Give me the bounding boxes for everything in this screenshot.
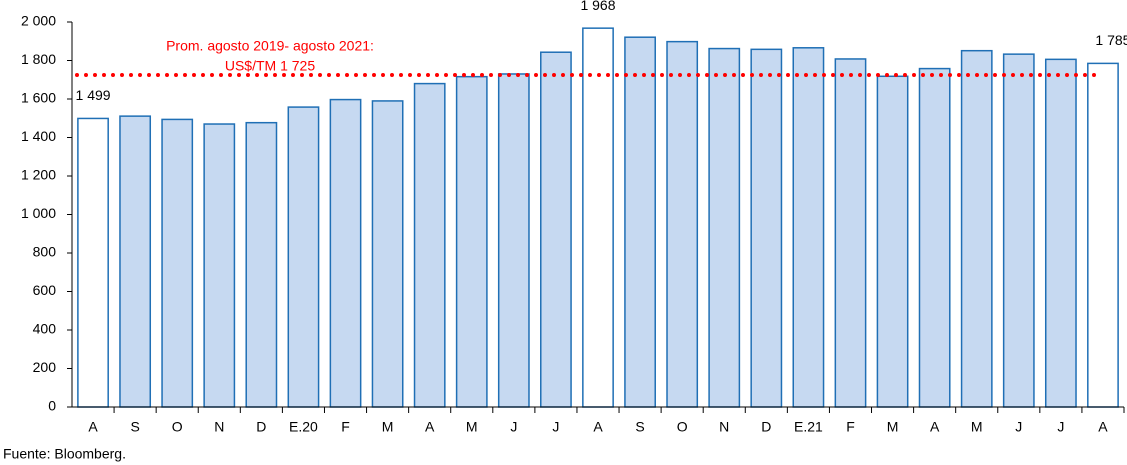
x-tick-label: D — [256, 419, 266, 435]
x-tick-label: N — [719, 419, 729, 435]
bar — [287, 106, 320, 408]
x-tick-label: S — [130, 419, 139, 435]
y-tick-label: 600 — [33, 282, 57, 298]
bar — [876, 75, 909, 408]
x-tick-label: F — [846, 419, 855, 435]
y-tick-label: 1 200 — [21, 167, 56, 183]
bar — [371, 100, 404, 408]
bar — [624, 36, 656, 408]
bar — [834, 58, 867, 408]
reference-label: US$/TM 1 725 — [225, 58, 315, 74]
bar — [329, 98, 362, 408]
x-tick-label: J — [1015, 419, 1022, 435]
bar — [582, 27, 614, 408]
y-tick-label: 1 000 — [21, 205, 56, 221]
x-tick-label: E.21 — [794, 419, 823, 435]
y-tick-label: 1 800 — [21, 51, 56, 67]
value-label: 1 499 — [76, 87, 111, 103]
x-tick-label: D — [761, 419, 771, 435]
x-tick-label: O — [172, 419, 183, 435]
x-tick-label: F — [341, 419, 350, 435]
x-tick-label: A — [1098, 419, 1108, 435]
bar — [497, 73, 530, 408]
y-tick-label: 800 — [33, 244, 57, 260]
bar — [161, 118, 194, 408]
bar — [792, 47, 825, 408]
bar — [540, 51, 572, 408]
bar — [960, 49, 993, 408]
y-tick-label: 1 400 — [21, 128, 56, 144]
bar — [666, 40, 699, 408]
bar — [413, 82, 446, 408]
bar — [750, 48, 783, 408]
y-tick-label: 200 — [33, 359, 57, 375]
x-tick-label: J — [1057, 419, 1064, 435]
reference-label: Prom. agosto 2019- agosto 2021: — [166, 38, 374, 54]
x-tick-label: A — [88, 419, 98, 435]
x-tick-label: J — [552, 419, 559, 435]
bar — [1002, 53, 1035, 408]
x-tick-label: O — [677, 419, 688, 435]
x-tick-label: S — [635, 419, 644, 435]
bar — [1087, 62, 1119, 408]
x-tick-label: A — [593, 419, 603, 435]
x-tick-label: A — [930, 419, 940, 435]
bar — [203, 123, 236, 408]
value-label: 1 968 — [580, 0, 615, 13]
source-note: Fuente: Bloomberg. — [3, 446, 126, 462]
bar — [77, 117, 109, 408]
bar — [1044, 58, 1077, 408]
x-tick-label: M — [887, 419, 899, 435]
y-tick-label: 400 — [33, 321, 57, 337]
bar — [119, 115, 152, 408]
x-tick-label: N — [214, 419, 224, 435]
y-tick-label: 2 000 — [21, 13, 56, 29]
x-tick-label: M — [466, 419, 478, 435]
y-tick-label: 0 — [48, 398, 56, 414]
bar — [455, 75, 488, 408]
x-tick-label: M — [382, 419, 394, 435]
bar — [245, 121, 278, 408]
value-label: 1 785 — [1095, 32, 1127, 48]
x-tick-label: E.20 — [289, 419, 318, 435]
bar — [708, 47, 741, 408]
x-tick-label: A — [425, 419, 435, 435]
y-tick-label: 1 600 — [21, 90, 56, 106]
x-tick-label: M — [971, 419, 983, 435]
bar — [918, 67, 951, 408]
x-tick-label: J — [510, 419, 517, 435]
